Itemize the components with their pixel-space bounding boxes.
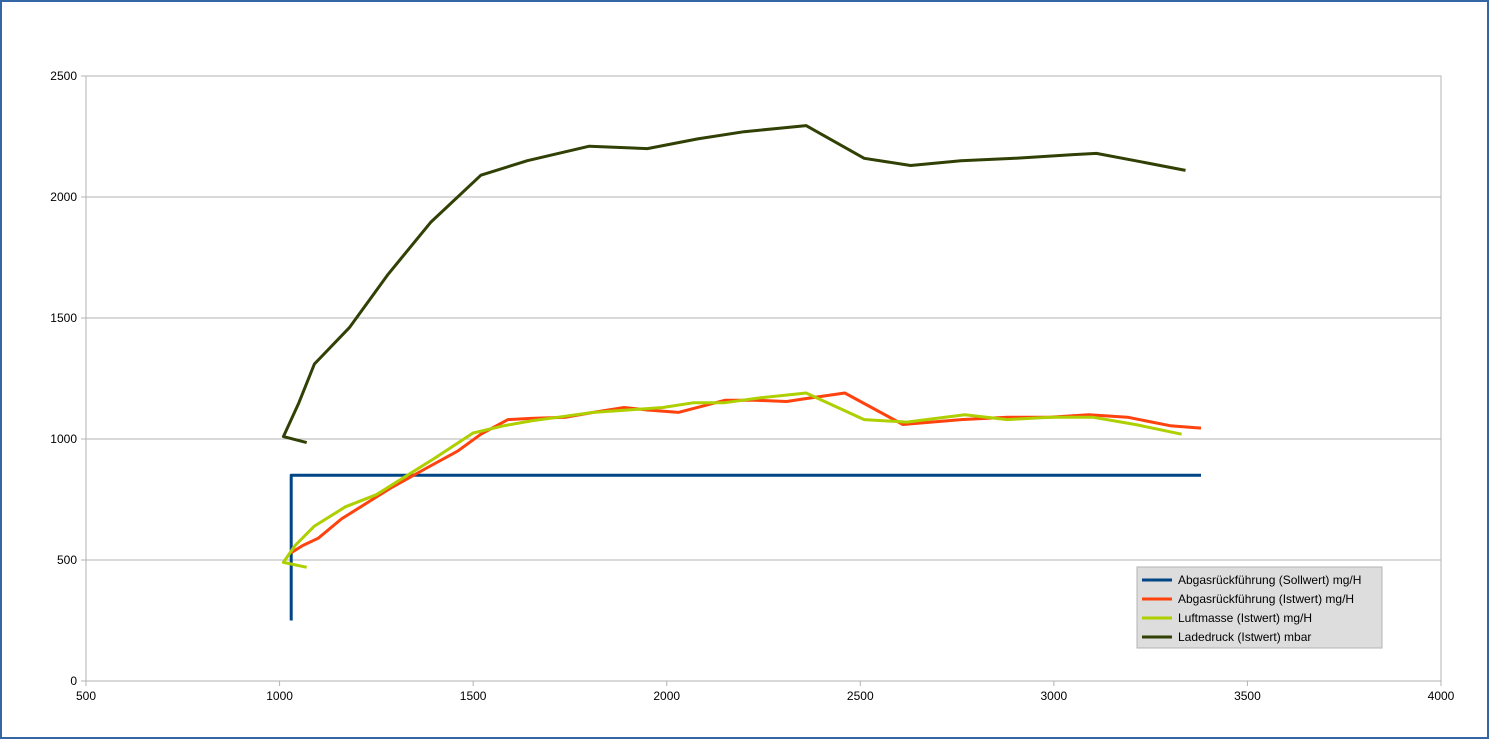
series-lines	[281, 124, 1202, 621]
y-tick-label: 0	[70, 674, 77, 688]
plot-area-border	[85, 75, 1442, 682]
x-tick-label: 3000	[1041, 689, 1068, 703]
y-tick-label: 1000	[50, 432, 77, 446]
legend-label-3: Ladedruck (Istwert) mbar	[1178, 630, 1311, 644]
x-tick-label: 4000	[1428, 689, 1455, 703]
y-axis-ticks: 0 500 1000 1500 2000 2500	[50, 69, 86, 688]
x-tick-label: 3500	[1234, 689, 1261, 703]
x-tick-label: 1500	[460, 689, 487, 703]
legend-label-2: Luftmasse (Istwert) mg/H	[1178, 611, 1312, 625]
series-line-2	[281, 391, 1182, 569]
x-tick-label: 500	[76, 689, 96, 703]
x-tick-label: 1000	[266, 689, 293, 703]
legend: Abgasrückführung (Sollwert) mg/H Abgasrüc…	[1136, 566, 1383, 649]
grid-lines	[86, 75, 1441, 561]
x-tick-label: 2000	[653, 689, 680, 703]
legend-box	[1136, 566, 1383, 649]
axes	[85, 75, 1442, 682]
legend-label-0: Abgasrückführung (Sollwert) mg/H	[1178, 573, 1361, 587]
y-tick-label: 2500	[50, 69, 77, 83]
legend-label-1: Abgasrückführung (Istwert) mg/H	[1178, 592, 1354, 606]
y-tick-label: 2000	[50, 190, 77, 204]
y-tick-label: 500	[57, 553, 77, 567]
x-tick-label: 2500	[847, 689, 874, 703]
series-line-3	[281, 124, 1186, 445]
series-line-0	[289, 473, 1201, 621]
y-tick-label: 1500	[50, 311, 77, 325]
x-axis-ticks: 500 1000 1500 2000 2500 3000 3500 4000	[76, 681, 1455, 703]
